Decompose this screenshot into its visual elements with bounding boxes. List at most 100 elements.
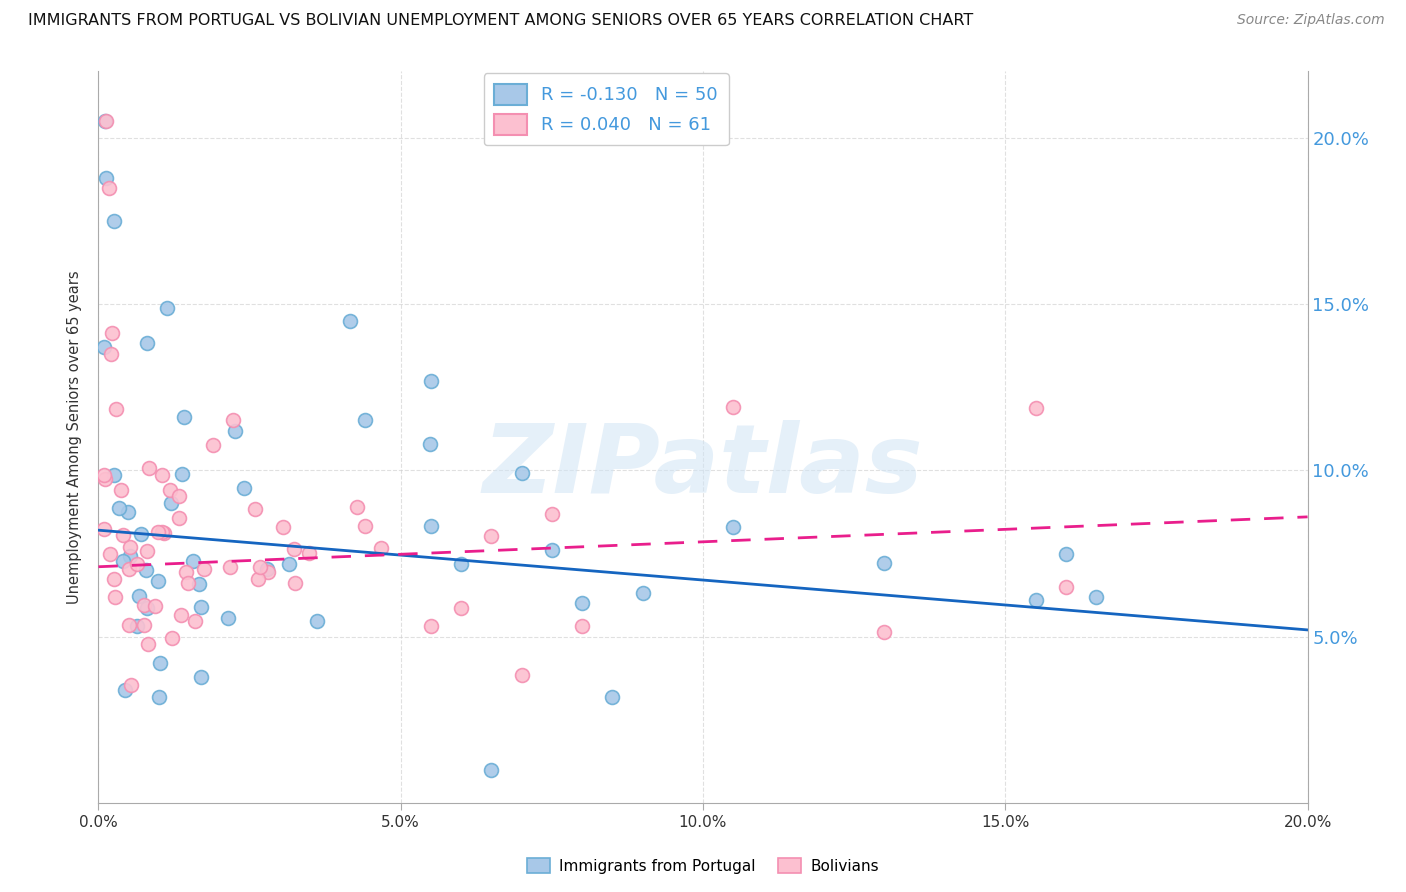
Point	[136, 637, 159, 651]
Point	[631, 585, 654, 599]
Point	[481, 763, 503, 777]
Point	[1054, 580, 1077, 594]
Point	[277, 557, 299, 571]
Point	[135, 544, 157, 558]
Point	[202, 438, 225, 452]
Point	[283, 575, 305, 590]
Point	[510, 668, 533, 682]
Point	[103, 214, 125, 228]
Point	[419, 437, 441, 451]
Point	[93, 522, 115, 536]
Point	[150, 524, 173, 539]
Point	[184, 614, 207, 628]
Point	[181, 554, 204, 568]
Point	[167, 489, 190, 503]
Point	[540, 542, 562, 557]
Point	[354, 413, 377, 427]
Point	[190, 670, 212, 684]
Point	[98, 180, 121, 194]
Y-axis label: Unemployment Among Seniors over 65 years: Unemployment Among Seniors over 65 years	[67, 270, 83, 604]
Point	[103, 468, 125, 483]
Point	[103, 572, 125, 586]
Point	[176, 575, 198, 590]
Point	[256, 562, 278, 576]
Point	[107, 501, 129, 516]
Point	[339, 314, 361, 328]
Point	[120, 540, 142, 554]
Point	[1024, 401, 1046, 416]
Point	[148, 690, 170, 704]
Point	[420, 374, 443, 388]
Point	[148, 525, 170, 540]
Point	[94, 114, 117, 128]
Point	[420, 618, 443, 632]
Point	[256, 565, 278, 579]
Point	[602, 690, 624, 705]
Point	[571, 596, 593, 610]
Point	[120, 678, 142, 692]
Point	[93, 339, 115, 353]
Point	[224, 424, 246, 438]
Point	[94, 170, 117, 185]
Point	[170, 608, 193, 623]
Point	[135, 563, 157, 577]
Point	[138, 460, 160, 475]
Point	[114, 683, 136, 698]
Text: Source: ZipAtlas.com: Source: ZipAtlas.com	[1237, 13, 1385, 28]
Point	[283, 542, 305, 557]
Point	[723, 520, 745, 534]
Point	[187, 577, 209, 591]
Point	[146, 574, 169, 588]
Point	[134, 617, 156, 632]
Point	[1085, 590, 1108, 604]
Point	[193, 562, 215, 576]
Point	[159, 483, 181, 497]
Point	[94, 114, 117, 128]
Point	[247, 572, 270, 586]
Point	[149, 656, 172, 670]
Point	[167, 511, 190, 525]
Point	[1054, 547, 1077, 561]
Point	[233, 481, 256, 495]
Point	[450, 557, 472, 571]
Point	[873, 557, 896, 571]
Point	[243, 501, 266, 516]
Point	[118, 618, 141, 632]
Point	[420, 518, 443, 533]
Point	[222, 413, 245, 427]
Point	[307, 614, 329, 628]
Point	[136, 601, 159, 615]
Point	[132, 599, 155, 613]
Point	[128, 589, 150, 603]
Point	[117, 562, 139, 576]
Point	[150, 467, 173, 482]
Point	[110, 483, 132, 497]
Point	[125, 558, 148, 572]
Point	[271, 520, 294, 534]
Point	[104, 590, 127, 604]
Point	[353, 518, 375, 533]
Legend: Immigrants from Portugal, Bolivians: Immigrants from Portugal, Bolivians	[520, 852, 886, 880]
Text: IMMIGRANTS FROM PORTUGAL VS BOLIVIAN UNEMPLOYMENT AMONG SENIORS OVER 65 YEARS CO: IMMIGRANTS FROM PORTUGAL VS BOLIVIAN UNE…	[28, 13, 973, 29]
Point	[1024, 592, 1046, 607]
Point	[723, 400, 745, 414]
Point	[190, 599, 212, 614]
Point	[112, 527, 135, 541]
Point	[135, 336, 157, 351]
Legend: R = -0.130   N = 50, R = 0.040   N = 61: R = -0.130 N = 50, R = 0.040 N = 61	[484, 73, 728, 145]
Point	[118, 549, 141, 563]
Point	[153, 526, 176, 541]
Point	[219, 559, 242, 574]
Point	[370, 541, 392, 555]
Point	[93, 472, 115, 486]
Point	[98, 547, 121, 561]
Point	[540, 508, 562, 522]
Point	[249, 560, 271, 574]
Point	[105, 401, 128, 416]
Point	[174, 565, 197, 579]
Point	[571, 619, 593, 633]
Point	[117, 505, 139, 519]
Point	[298, 546, 321, 560]
Point	[510, 466, 533, 480]
Point	[143, 599, 166, 613]
